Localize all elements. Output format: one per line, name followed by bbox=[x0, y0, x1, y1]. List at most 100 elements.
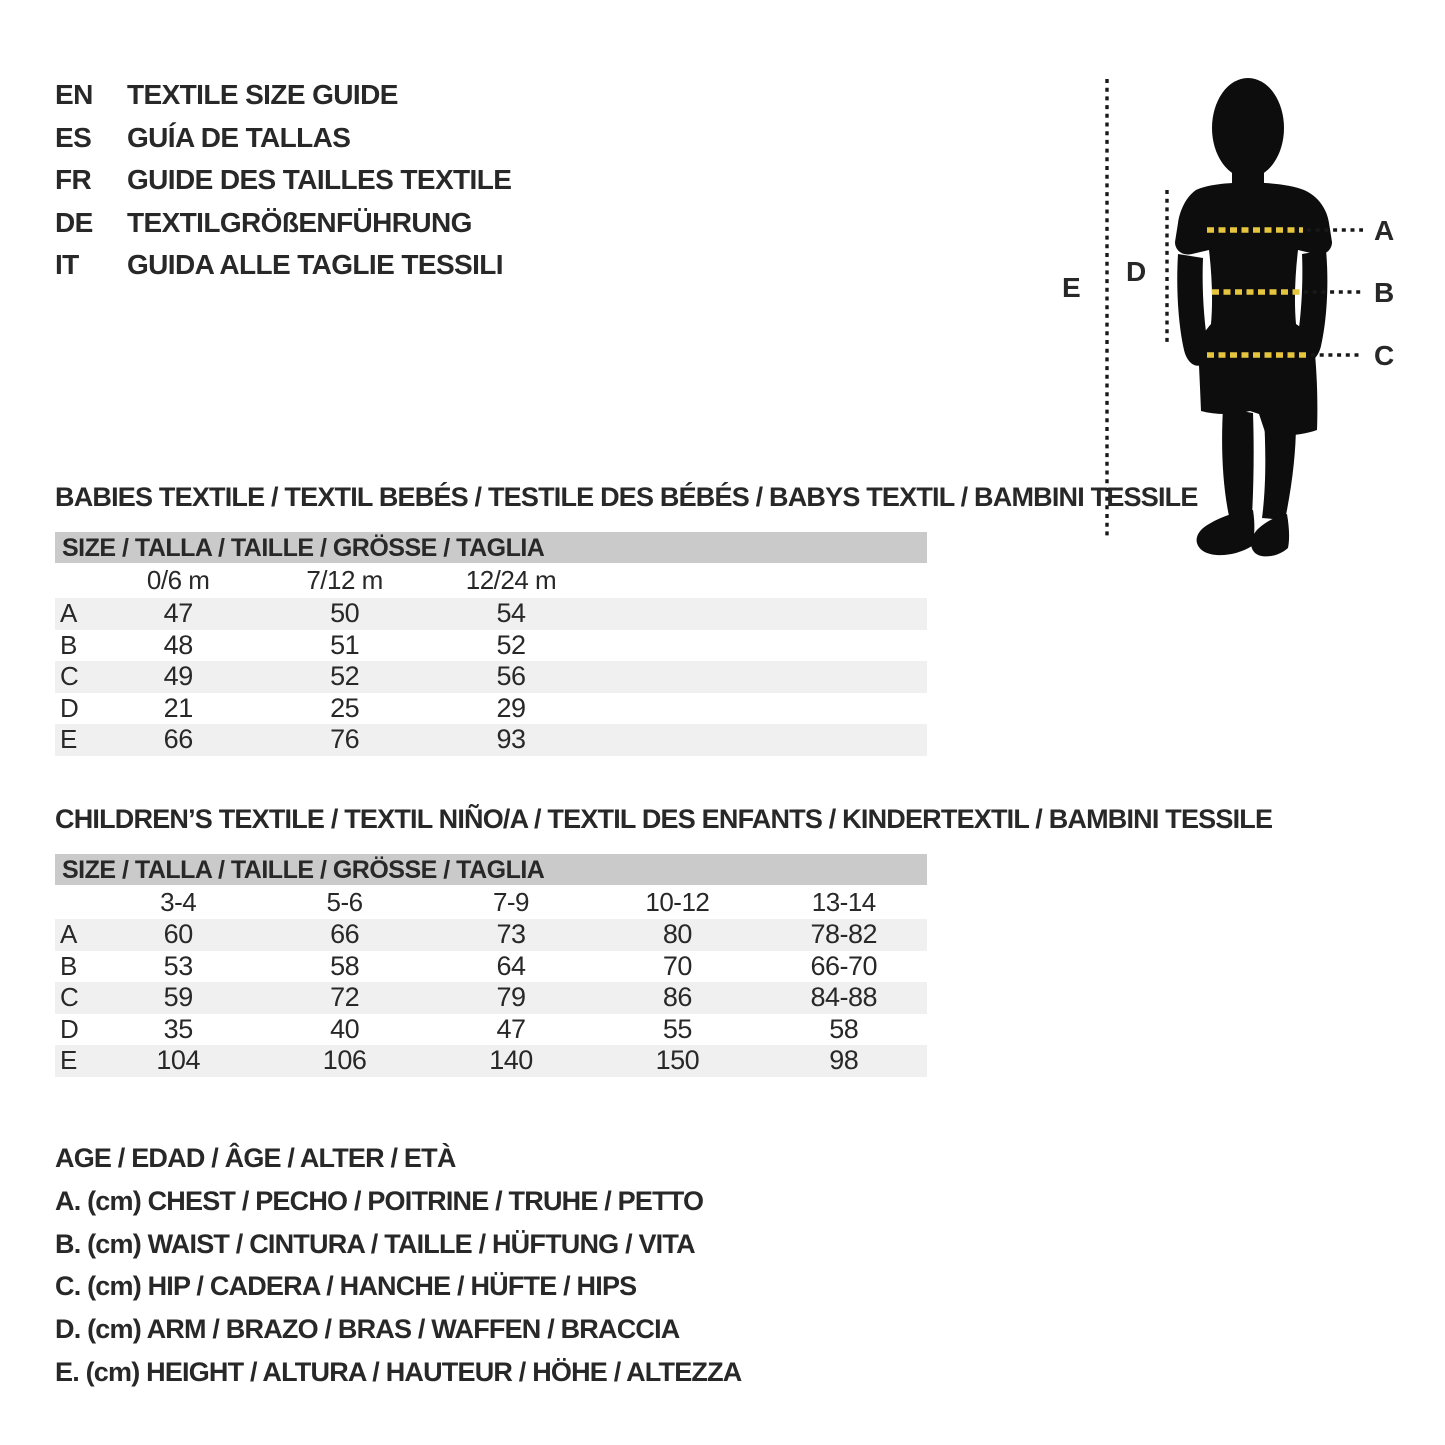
table-cell: 66 bbox=[330, 919, 360, 949]
table-cell: 104 bbox=[156, 1045, 200, 1076]
table-cell: 86 bbox=[662, 982, 693, 1013]
label-hip-C: C bbox=[1374, 340, 1395, 371]
table-cell: 78-82 bbox=[810, 919, 878, 949]
table-cell: 40 bbox=[330, 1013, 360, 1044]
legend-chest: A. (cm) CHEST / PECHO / POITRINE / TRUHE… bbox=[55, 1185, 704, 1216]
guide-title: GUÍA DE TALLAS bbox=[127, 121, 351, 153]
guide-title: GUIDA ALLE TAGLIE TESSILI bbox=[127, 249, 504, 280]
language-code: FR bbox=[55, 164, 92, 195]
row-label: D bbox=[60, 1013, 79, 1044]
row-label: E bbox=[60, 1045, 77, 1076]
legend-arm: D. (cm) ARM / BRAZO / BRAS / WAFFEN / BR… bbox=[55, 1314, 680, 1345]
children-column-headers: 3-4 5-6 7-9 10-12 13-14 bbox=[55, 885, 927, 919]
table-cell: 50 bbox=[330, 598, 360, 628]
table-cell: 58 bbox=[829, 1013, 859, 1044]
table-cell: 35 bbox=[163, 1013, 194, 1044]
table-row: D 21 25 29 bbox=[55, 693, 927, 725]
babies-size-header: SIZE / TALLA / TAILLE / GRÖSSE / TAGLIA bbox=[55, 532, 927, 563]
table-row: E 66 76 93 bbox=[55, 724, 927, 756]
label-height-E: E bbox=[1062, 272, 1081, 303]
column-header: 7-9 bbox=[492, 887, 530, 917]
table-row: E 104 106 140 150 98 bbox=[55, 1045, 927, 1077]
table-cell: 66 bbox=[163, 724, 194, 755]
table-cell: 25 bbox=[330, 692, 360, 723]
babies-rows: A 47 50 54 B 48 51 52 C 49 52 56 D 21 25 29 E 66 76 93 bbox=[55, 598, 927, 756]
column-header: 10-12 bbox=[645, 887, 710, 917]
language-title-list: EN TEXTILE SIZE GUIDE ES GUÍA DE TALLAS … bbox=[55, 74, 512, 287]
legend-age: AGE / EDAD / ÂGE / ALTER / ETÀ bbox=[55, 1143, 456, 1173]
measurement-legend: AGE / EDAD / ÂGE / ALTER / ETÀ A. (cm) C… bbox=[55, 1137, 742, 1394]
babies-section-title: BABIES TEXTILE / TEXTIL BEBÉS / TESTILE … bbox=[55, 482, 1198, 512]
row-label: C bbox=[60, 982, 79, 1013]
table-cell: 58 bbox=[330, 950, 360, 981]
children-section-title: CHILDREN’S TEXTILE / TEXTIL NIÑO/A / TEX… bbox=[55, 804, 1273, 834]
table-row: C 59 72 79 86 84-88 bbox=[55, 982, 927, 1014]
table-cell: 106 bbox=[322, 1045, 367, 1076]
label-waist-B: B bbox=[1374, 277, 1395, 308]
guide-title: GUIDE DES TAILLES TEXTILE bbox=[127, 164, 512, 195]
column-header: 0/6 m bbox=[146, 565, 210, 595]
table-cell: 72 bbox=[330, 982, 360, 1013]
guide-title: TEXTILE SIZE GUIDE bbox=[127, 79, 398, 110]
table-cell: 48 bbox=[163, 629, 194, 660]
child-silhouette bbox=[1175, 78, 1332, 557]
table-cell: 76 bbox=[330, 724, 360, 755]
table-cell: 52 bbox=[330, 661, 360, 692]
table-cell: 84-88 bbox=[810, 982, 878, 1013]
table-cell: 52 bbox=[496, 629, 526, 660]
table-cell: 66-70 bbox=[810, 950, 878, 981]
table-cell: 150 bbox=[655, 1045, 700, 1076]
table-cell: 54 bbox=[496, 598, 526, 628]
table-row: A 60 66 73 80 78-82 bbox=[55, 919, 927, 951]
legend-height: E. (cm) HEIGHT / ALTURA / HAUTEUR / HÖHE… bbox=[55, 1356, 742, 1387]
language-row: DE TEXTILGRÖßENFÜHRUNG bbox=[55, 202, 511, 245]
legend-waist: B. (cm) WAIST / CINTURA / TAILLE / HÜFTU… bbox=[55, 1228, 696, 1259]
table-row: D 35 40 47 55 58 bbox=[55, 1014, 927, 1046]
table-cell: 59 bbox=[163, 982, 194, 1013]
column-header: 12/24 m bbox=[465, 565, 557, 595]
table-cell: 73 bbox=[496, 919, 526, 949]
table-cell: 49 bbox=[163, 661, 194, 692]
table-cell: 79 bbox=[496, 982, 526, 1013]
table-cell: 98 bbox=[829, 1045, 859, 1076]
table-row: A 47 50 54 bbox=[55, 598, 927, 630]
table-cell: 64 bbox=[496, 950, 526, 981]
babies-table: SIZE / TALLA / TAILLE / GRÖSSE / TAGLIA … bbox=[55, 532, 927, 756]
language-row: EN TEXTILE SIZE GUIDE bbox=[55, 74, 511, 117]
babies-column-headers: 0/6 m 7/12 m 12/24 m bbox=[55, 563, 927, 598]
table-cell: 53 bbox=[163, 950, 194, 981]
column-header: 5-6 bbox=[326, 887, 364, 917]
language-row: ES GUÍA DE TALLAS bbox=[55, 117, 511, 160]
children-size-header: SIZE / TALLA / TAILLE / GRÖSSE / TAGLIA bbox=[55, 854, 927, 885]
language-code: EN bbox=[55, 79, 93, 110]
row-label: D bbox=[60, 692, 79, 723]
row-label: C bbox=[60, 661, 79, 692]
table-cell: 29 bbox=[496, 692, 526, 723]
legend-hip: C. (cm) HIP / CADERA / HANCHE / HÜFTE / … bbox=[55, 1271, 637, 1302]
children-table: SIZE / TALLA / TAILLE / GRÖSSE / TAGLIA … bbox=[55, 854, 927, 1077]
language-row: IT GUIDA ALLE TAGLIE TESSILI bbox=[55, 244, 511, 287]
language-row: FR GUIDE DES TAILLES TEXTILE bbox=[55, 159, 512, 202]
table-cell: 60 bbox=[163, 919, 194, 949]
table-cell: 51 bbox=[330, 629, 360, 660]
language-code: IT bbox=[55, 249, 79, 280]
table-row: C 49 52 56 bbox=[55, 661, 927, 693]
guide-title: TEXTILGRÖßENFÜHRUNG bbox=[127, 206, 472, 238]
language-code: ES bbox=[55, 121, 92, 153]
table-row: B 48 51 52 bbox=[55, 630, 927, 662]
label-chest-A: A bbox=[1374, 215, 1395, 246]
column-header: 3-4 bbox=[160, 887, 197, 917]
column-header: 13-14 bbox=[811, 887, 877, 917]
table-cell: 21 bbox=[163, 692, 194, 723]
table-cell: 47 bbox=[163, 598, 194, 628]
row-label: E bbox=[60, 724, 77, 755]
table-cell: 56 bbox=[496, 661, 526, 692]
row-label: B bbox=[60, 950, 77, 981]
table-cell: 140 bbox=[489, 1045, 533, 1076]
table-cell: 93 bbox=[496, 724, 526, 755]
table-cell: 47 bbox=[496, 1013, 526, 1044]
table-cell: 80 bbox=[662, 919, 693, 949]
table-cell: 55 bbox=[662, 1013, 693, 1044]
language-code: DE bbox=[55, 206, 93, 238]
